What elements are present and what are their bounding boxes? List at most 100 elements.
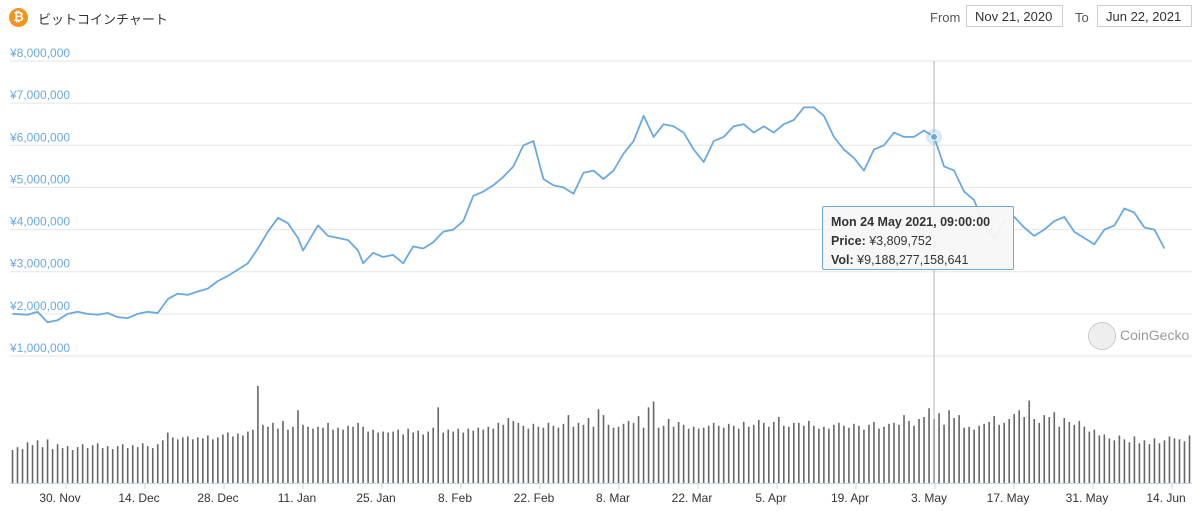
volume-bar [1068, 421, 1071, 483]
volume-bar [833, 424, 835, 483]
volume-bar [252, 429, 254, 483]
volume-bar [1013, 414, 1015, 483]
volume-bar [96, 443, 99, 483]
volume-bar [808, 420, 810, 483]
volume-bar [657, 427, 660, 483]
chart-header: ₿ ビットコインチャート From Nov 21, 2020 To Jun 22… [0, 0, 1200, 36]
volume-bar [1118, 435, 1121, 483]
volume-bar [998, 424, 1000, 483]
volume-bar [1048, 417, 1051, 483]
x-tick-label: 28. Dec [197, 491, 238, 505]
volume-bar [1028, 400, 1031, 483]
x-tick-label: 22. Feb [514, 491, 555, 505]
volume-bar [652, 401, 655, 483]
volume-bar [1128, 442, 1131, 483]
volume-bar [1003, 422, 1005, 483]
volume-bar [21, 449, 24, 483]
volume-bar [437, 407, 440, 483]
volume-bar [312, 428, 314, 483]
volume-bar [577, 422, 580, 483]
volume-bar [1098, 435, 1101, 483]
volume-bar [116, 446, 119, 483]
volume-bar [472, 430, 475, 483]
volume-bar [883, 426, 885, 483]
volume-bar [492, 428, 495, 483]
volume-bar [793, 422, 795, 483]
volume-bar [522, 425, 525, 483]
volume-bar [1093, 429, 1096, 483]
volume-bar [51, 449, 54, 483]
chart-tooltip: Mon 24 May 2021, 09:00:00 Price: ¥3,809,… [822, 206, 1014, 270]
volume-bar [747, 426, 750, 483]
volume-bar [66, 446, 69, 483]
volume-bar [407, 428, 409, 483]
volume-bar [948, 410, 950, 483]
volume-bar [692, 426, 695, 483]
volume-bar [217, 437, 219, 483]
volume-bar [477, 427, 480, 483]
volume-bar [838, 422, 840, 483]
x-tick-label: 14. Dec [118, 491, 159, 505]
volume-bar [1168, 436, 1171, 483]
volume-bar [136, 447, 139, 483]
volume-bar [1138, 443, 1141, 483]
volume-bar [752, 424, 755, 483]
volume-bar [1158, 443, 1161, 483]
volume-bar [367, 431, 369, 483]
volume-bar [627, 420, 630, 483]
volume-bar [818, 428, 820, 483]
volume-bar [482, 429, 485, 483]
volume-bar [11, 450, 14, 483]
volume-bar [1038, 422, 1041, 483]
volume-bar [402, 434, 404, 483]
volume-bar [602, 415, 605, 483]
y-tick-label: ¥2,000,000 [9, 299, 70, 313]
volume-bar [702, 427, 705, 483]
coingecko-watermark: CoinGecko [1088, 322, 1198, 350]
volume-bar [732, 425, 735, 483]
volume-bar [91, 445, 94, 483]
volume-bar [432, 427, 435, 483]
y-tick-label: ¥4,000,000 [9, 215, 70, 229]
volume-bar [452, 431, 455, 483]
volume-bar [717, 425, 720, 483]
to-date-input[interactable]: Jun 22, 2021 [1097, 5, 1192, 27]
volume-bar [963, 427, 965, 483]
volume-bar [61, 448, 64, 483]
y-tick-label: ¥7,000,000 [9, 88, 70, 102]
volume-bar [497, 422, 500, 483]
volume-bar [227, 432, 229, 483]
volume-bar [1078, 420, 1081, 483]
x-tick-label: 25. Jan [356, 491, 395, 505]
volume-bar [417, 430, 419, 483]
volume-bar [828, 428, 830, 483]
x-tick-label: 8. Feb [438, 491, 472, 505]
volume-bar [1113, 440, 1116, 483]
volume-bar [542, 427, 545, 483]
volume-bar [307, 426, 309, 483]
from-date-input[interactable]: Nov 21, 2020 [966, 5, 1063, 27]
volume-bar [342, 429, 344, 483]
volume-bar [197, 437, 199, 483]
x-tick-label: 8. Mar [596, 491, 630, 505]
volume-bar [382, 431, 384, 483]
volume-bar [893, 422, 895, 483]
volume-bar [1018, 410, 1021, 483]
volume-bar [247, 431, 249, 483]
volume-bar [81, 444, 84, 483]
x-tick-label: 5. Apr [755, 491, 786, 505]
volume-bar [1083, 426, 1086, 483]
volume-bar [1063, 418, 1066, 483]
volume-bar [151, 448, 154, 483]
volume-bar [913, 425, 915, 483]
bitcoin-icon: ₿ [9, 8, 28, 27]
volume-bar [582, 424, 585, 483]
volume-bar [46, 439, 49, 483]
volume-bar [146, 446, 149, 483]
volume-bar [1163, 440, 1166, 483]
volume-bar [632, 422, 635, 483]
volume-bar [267, 426, 269, 483]
volume-bar [377, 432, 379, 483]
volume-bar [362, 426, 364, 483]
